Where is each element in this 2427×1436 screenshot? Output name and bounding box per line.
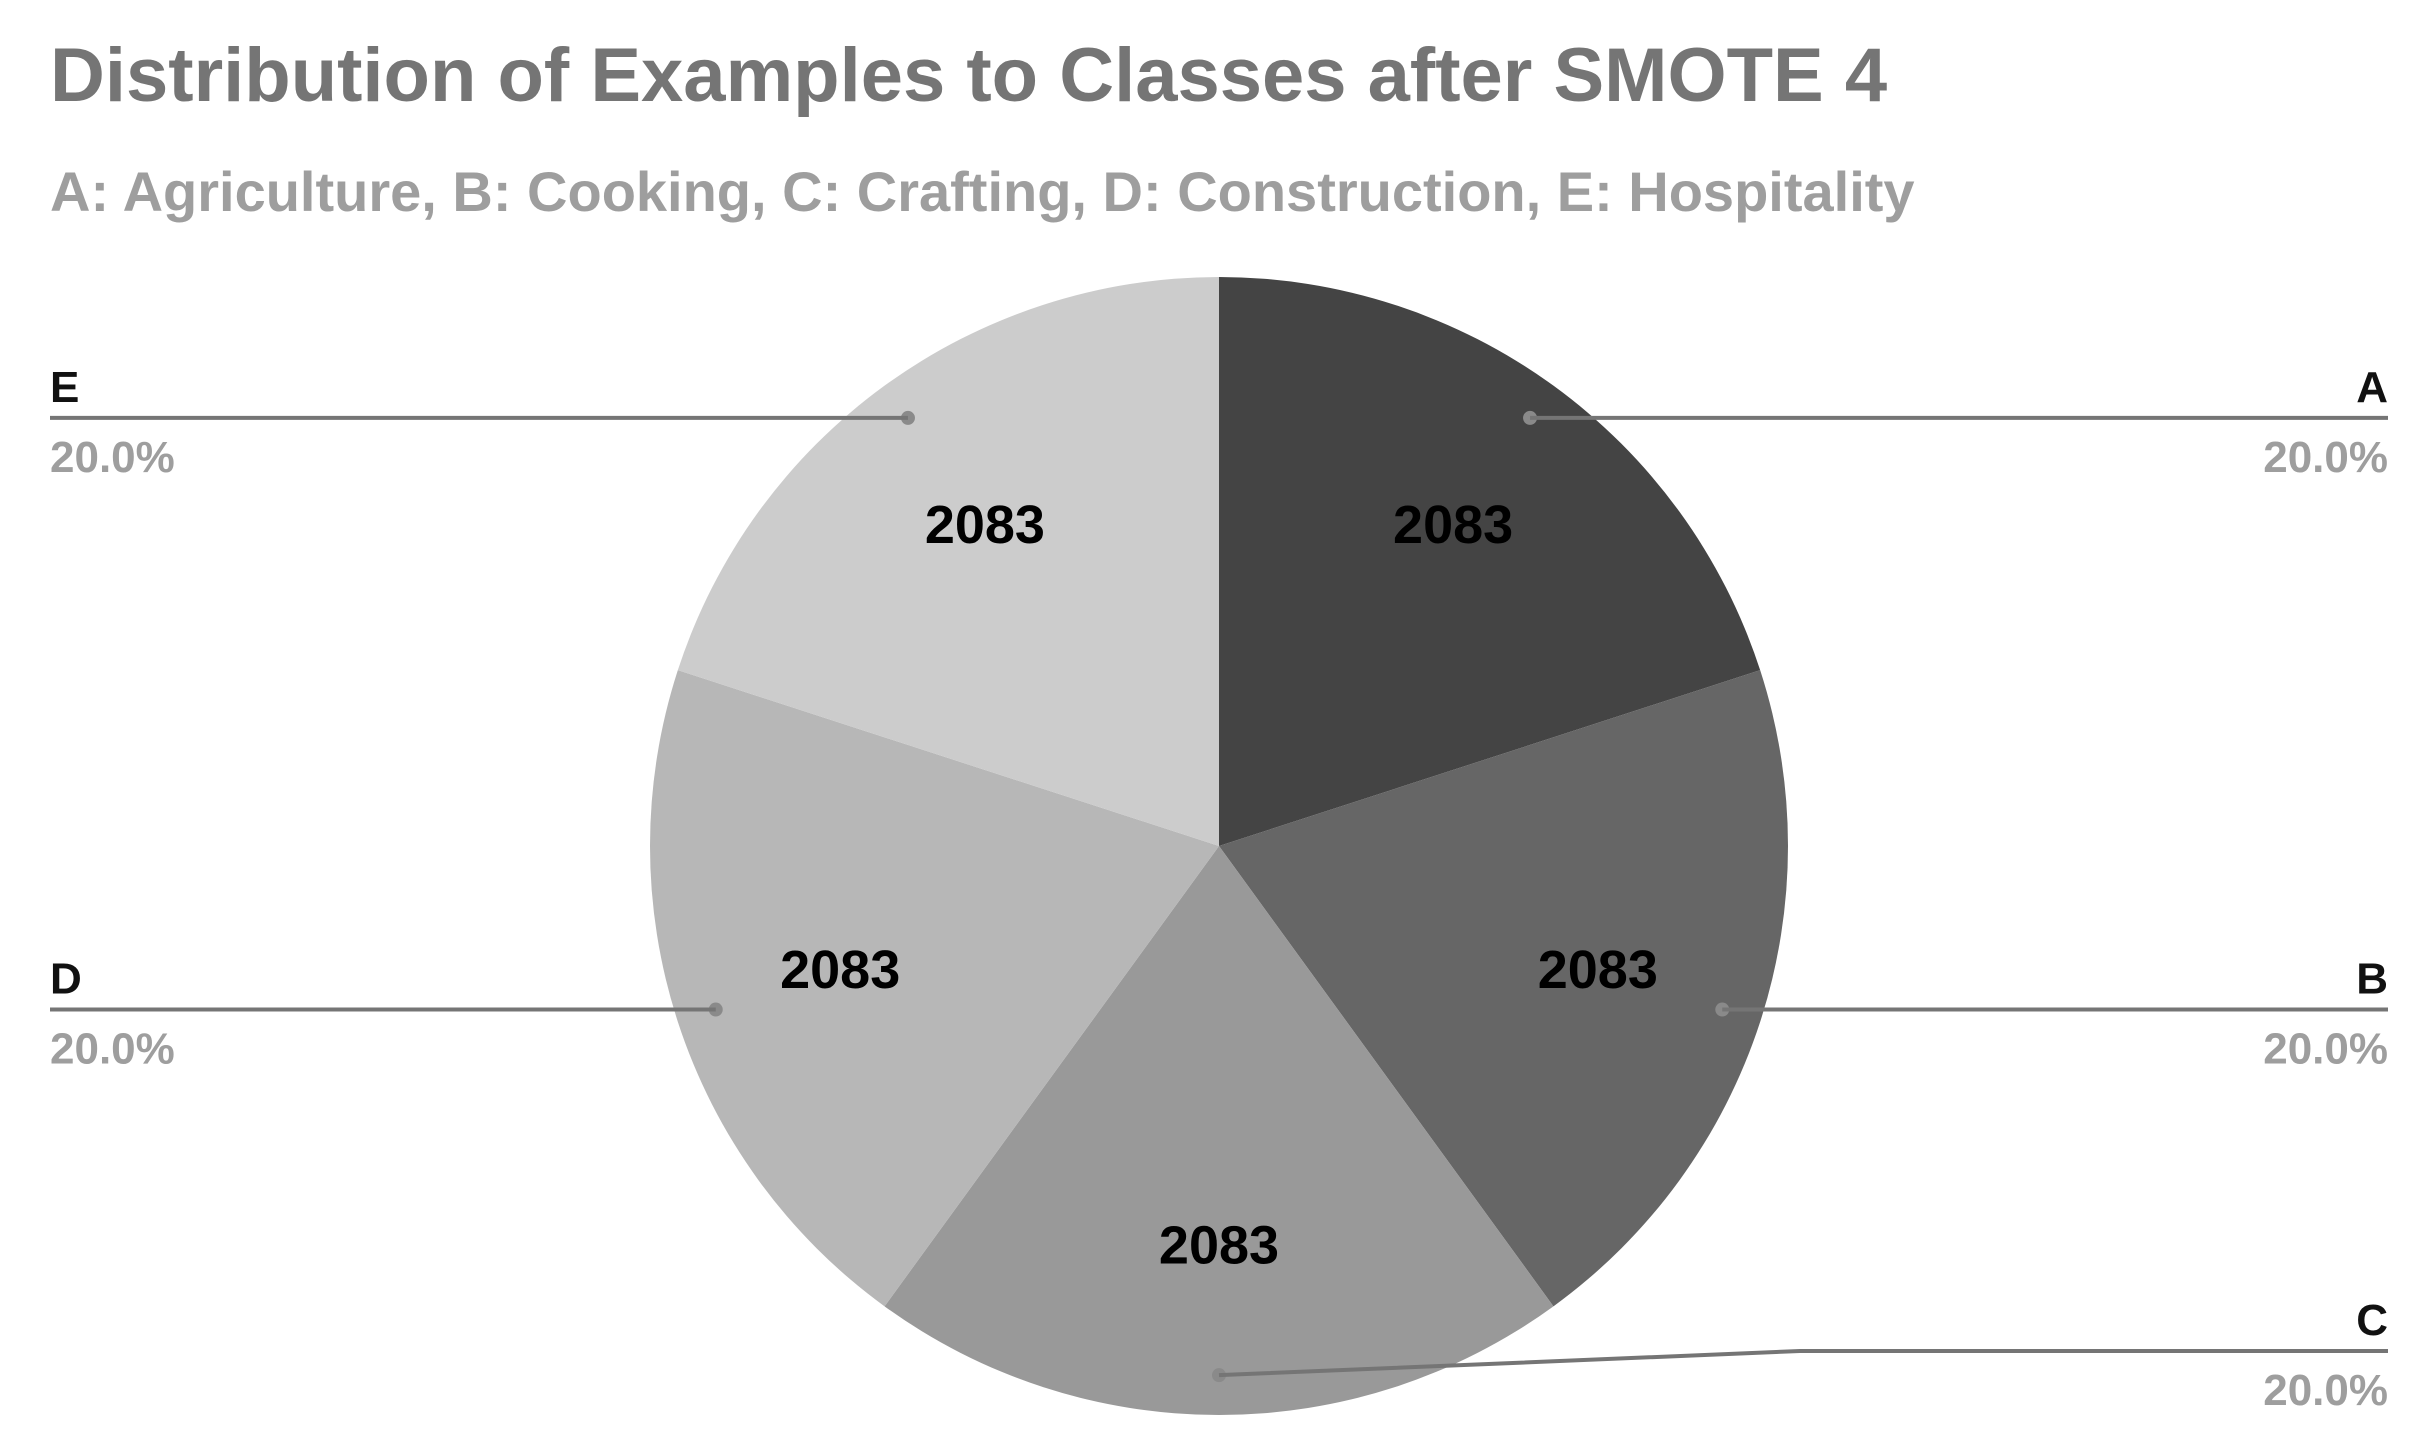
pie-leader-lines: A 20.0% B 20.0% C 20.0% D 20.0% E 20.0% (50, 363, 2388, 1415)
pie-slice-e (677, 277, 1219, 846)
legend-category-label: D (50, 955, 82, 1004)
pie-slice-d (649, 670, 1219, 1307)
legend-item-d: D 20.0% (50, 955, 723, 1074)
slice-value-label-e: 2083 (925, 495, 1045, 555)
legend-percent-label: 20.0% (2263, 1025, 2388, 1074)
legend-category-label: B (2356, 955, 2388, 1004)
legend-category-label: E (50, 363, 79, 412)
legend-percent-label: 20.0% (50, 433, 175, 482)
slice-value-label-c: 2083 (1159, 1215, 1279, 1275)
legend-item-a: A 20.0% (1523, 363, 2388, 482)
legend-item-b: B 20.0% (1715, 955, 2388, 1074)
pie-value-labels: 2083 2083 2083 2083 2083 (780, 495, 1658, 1276)
pie-slice-c (884, 846, 1554, 1416)
legend-item-e: E 20.0% (50, 363, 915, 482)
slice-value-label-a: 2083 (1393, 495, 1513, 555)
slice-value-label-b: 2083 (1538, 940, 1658, 1000)
legend-category-label: A (2356, 363, 2388, 412)
pie-slice-a (1219, 277, 1761, 846)
legend-percent-label: 20.0% (50, 1025, 175, 1074)
chart-title: Distribution of Examples to Classes afte… (50, 33, 1888, 118)
chart-subtitle: A: Agriculture, B: Cooking, C: Crafting,… (50, 160, 1915, 223)
slice-value-label-d: 2083 (780, 940, 900, 1000)
legend-percent-label: 20.0% (2263, 433, 2388, 482)
legend-category-label: C (2356, 1296, 2388, 1345)
pie-slices (649, 277, 1788, 1416)
pie-slice-b (1219, 670, 1788, 1307)
leader-line (1218, 1349, 2388, 1378)
legend-percent-label: 20.0% (2263, 1366, 2388, 1415)
legend-item-c: C 20.0% (1212, 1296, 2388, 1415)
